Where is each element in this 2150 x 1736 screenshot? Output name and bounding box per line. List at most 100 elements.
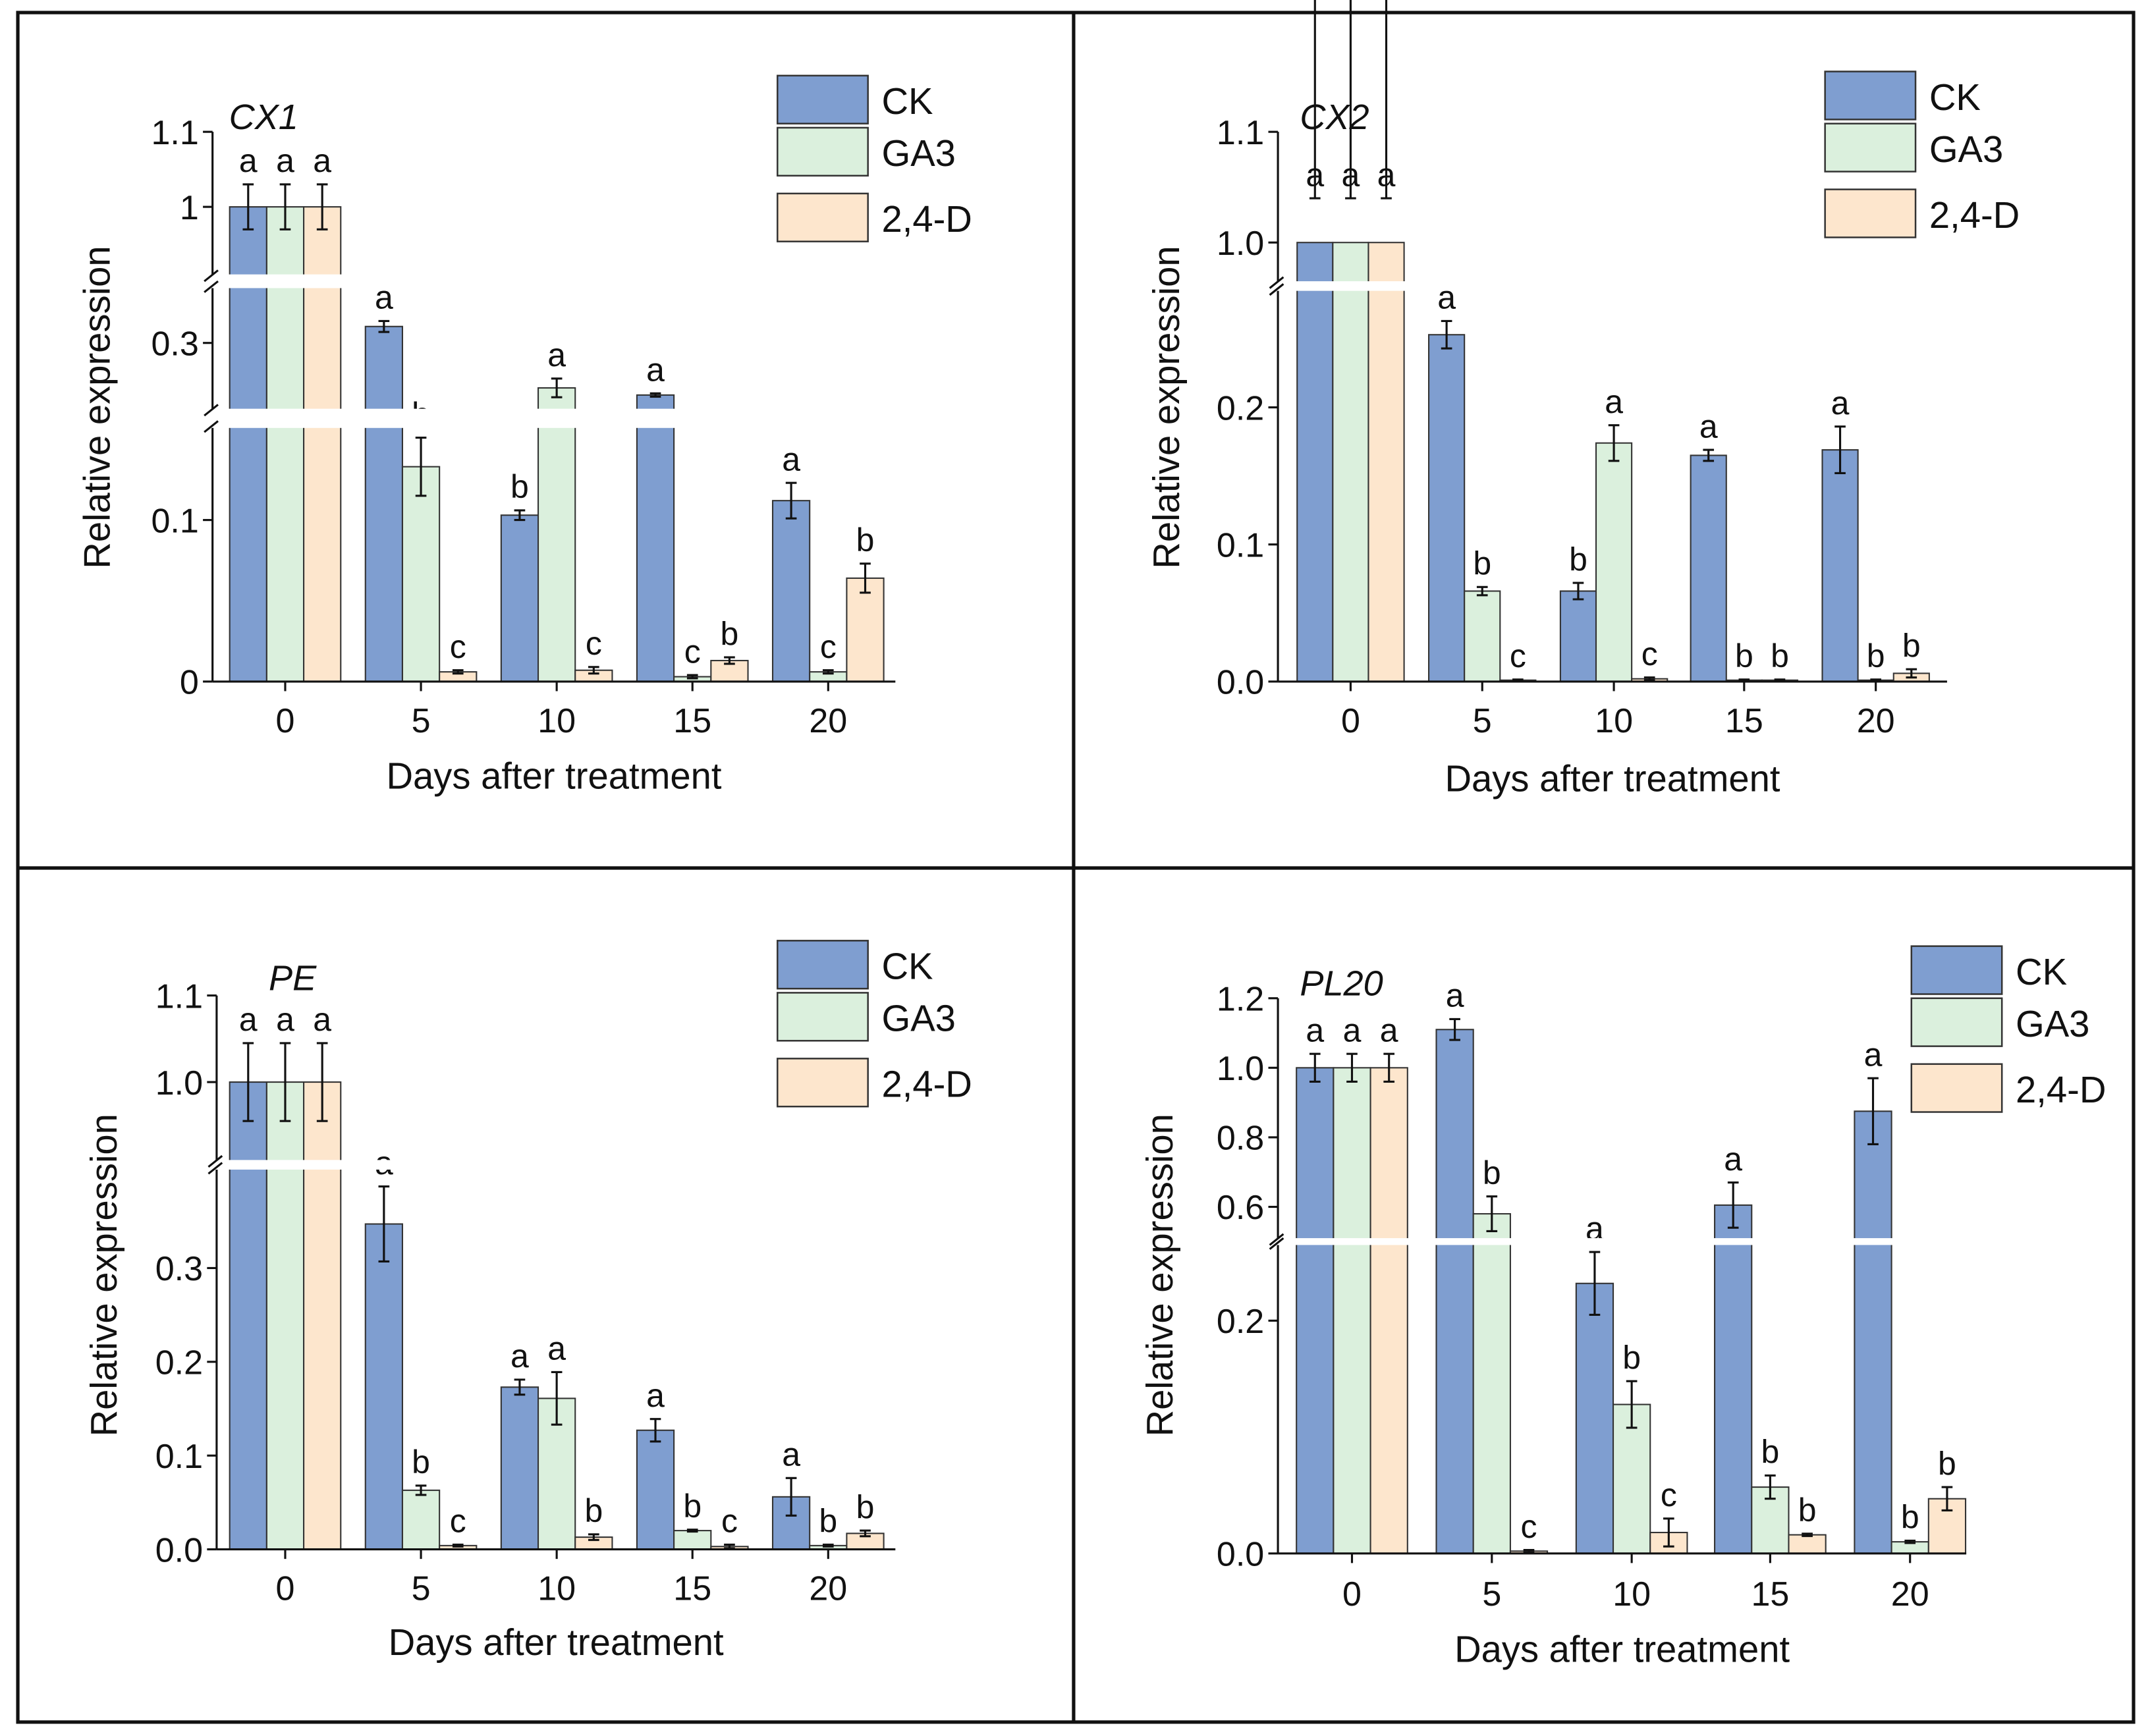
y-tick-label: 0.1 [151,502,198,540]
x-tick-label: 20 [809,1570,847,1608]
error-bar [1608,424,1620,462]
error-bar [822,669,834,675]
x-tick-label: 0 [276,1570,295,1608]
bar-ck-day15 [636,1429,675,1550]
bar-ck-day5 [364,1223,403,1550]
significance-letter: a [1605,383,1623,420]
x-tick-label: 15 [673,702,711,740]
error-bar [452,669,464,675]
x-tick-label: 15 [673,1570,711,1608]
significance-letter: b [1902,627,1921,664]
error-bar [1346,1052,1358,1083]
error-bar [860,1529,871,1538]
x-tick-label: 5 [412,1570,431,1608]
bar-ga3-day5 [401,1489,441,1550]
y-tick-label: 0.3 [151,325,198,363]
significance-letter: b [856,522,875,558]
bar-ck-day0 [1296,1067,1335,1554]
error-bar [316,183,328,231]
error-bar [1834,425,1846,475]
axis-break-mark [207,1154,223,1175]
significance-letter: a [313,1001,331,1038]
significance-letter: b [1735,637,1753,674]
bar-ga3-day10 [1612,1403,1651,1554]
significance-letter: c [1510,637,1526,674]
error-bar [551,377,563,398]
bar-ck-day20 [1821,449,1859,682]
error-bar [785,481,797,520]
bar-ck-day15 [1690,454,1727,682]
significance-letter: a [276,142,294,179]
x-tick-label: 20 [1891,1575,1929,1614]
significance-letter: a [1446,977,1464,1014]
bar-ck-day15 [1714,1204,1753,1554]
y-tick-label: 0.3 [155,1250,203,1288]
x-tick-label: 15 [1751,1575,1789,1614]
panel-pe: aaaaaababbacbcb0.00.10.20.31.01.10510152… [83,940,972,1663]
error-bar [1309,0,1321,200]
error-bar [279,1042,291,1122]
x-tick-label: 0 [1341,702,1360,740]
x-axis-title: Days after treatment [1445,757,1780,799]
y-tick-label: 0.8 [1217,1120,1264,1158]
bar-ck-day10 [1575,1282,1614,1554]
error-bar [1345,0,1356,200]
bar-ga3-day10 [1595,442,1633,682]
y-tick-label: 1.0 [155,1064,203,1102]
x-axis-title: Days after treatment [386,755,721,796]
error-bar [378,1185,390,1263]
y-tick-label: 1.0 [1217,1050,1264,1088]
bar-24d-day0 [1369,1067,1408,1554]
error-bar [649,1418,661,1443]
significance-letter: a [782,1436,800,1473]
bar-24d-day0 [1367,242,1405,682]
error-bar [724,656,735,665]
error-bar [316,1042,328,1122]
legend-swatch-2 [777,192,869,242]
y-tick-label: 1.1 [151,114,198,152]
error-bar [452,1543,464,1548]
significance-letter: a [547,337,566,373]
legend-swatch-0 [1824,70,1917,121]
legend-label-2: 2,4-D [2016,1069,2106,1110]
error-bar [1906,668,1917,679]
legend-label-1: GA3 [2016,1003,2089,1044]
error-bar [279,183,291,231]
significance-letter: a [1342,156,1360,193]
legend-label-1: GA3 [881,998,955,1039]
significance-letter: b [1473,545,1491,582]
axis-break-mark [204,404,219,433]
legend-swatch-0 [777,940,869,990]
error-bar [1449,1017,1460,1041]
error-bar [551,1370,563,1426]
error-bar [1643,676,1655,682]
bar-ck-day10 [1559,590,1597,682]
legend-swatch-0 [1910,945,2003,995]
bar-ga3-day0 [1332,242,1369,682]
significance-letter: c [684,633,701,670]
bar-ga3-day10 [538,387,576,682]
error-bar [1802,1533,1813,1537]
significance-letter: a [1343,1012,1362,1048]
significance-letter: b [1771,637,1789,674]
y-tick-label: 0.0 [1217,664,1264,702]
significance-letter: a [1380,1012,1398,1048]
legend-swatch-1 [777,992,869,1042]
significance-letter: b [510,468,529,505]
error-bar [378,319,390,333]
y-tick-label: 1.2 [1217,980,1264,1018]
significance-letter: b [412,1444,430,1480]
error-bar [242,1042,254,1122]
legend-swatch-2 [1824,188,1917,238]
significance-letter: c [450,628,466,665]
bar-ck-day15 [636,394,675,682]
error-bar [1441,319,1452,350]
legend-swatch-2 [1910,1063,2003,1113]
x-tick-label: 10 [1612,1575,1651,1614]
significance-letter: b [1761,1434,1779,1471]
bar-ga3-day0 [265,1081,305,1550]
y-tick-label: 1.0 [1217,225,1264,263]
significance-letter: c [820,628,837,665]
legend-label-0: CK [881,946,933,987]
